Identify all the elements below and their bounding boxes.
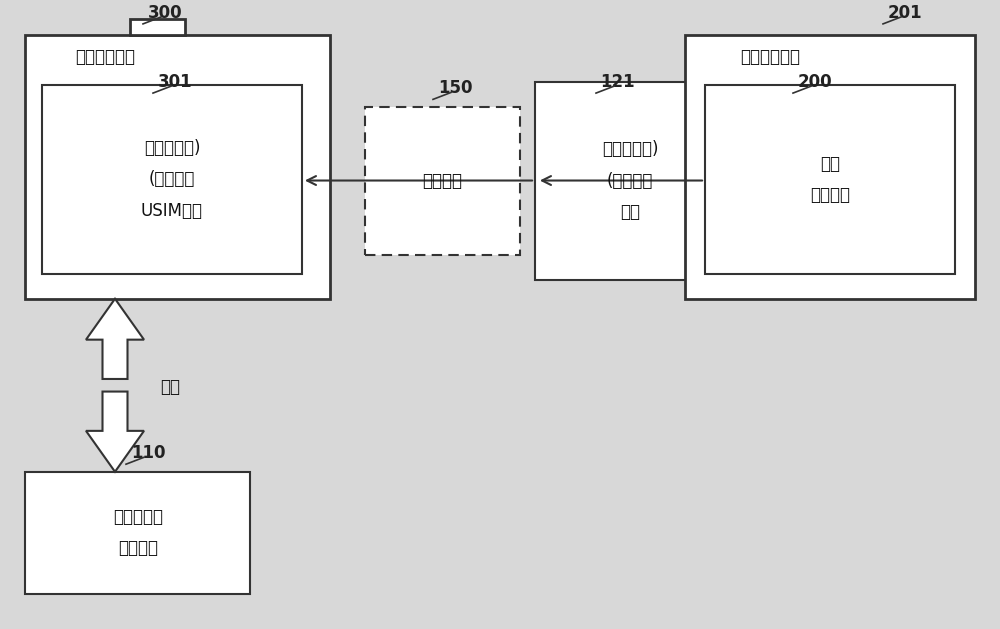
Text: (第一通信: (第一通信: [607, 172, 653, 189]
Text: 300: 300: [148, 4, 182, 22]
Text: USIM信息: USIM信息: [141, 202, 203, 220]
Text: 无线终端装置: 无线终端装置: [75, 48, 135, 65]
Polygon shape: [86, 391, 144, 472]
Text: 服务提供公司: 服务提供公司: [740, 48, 800, 65]
Text: 合同: 合同: [160, 378, 180, 396]
Text: 服务提供商: 服务提供商: [113, 508, 163, 526]
Bar: [25, 35, 330, 299]
Bar: [705, 85, 955, 274]
Text: 200: 200: [798, 73, 832, 91]
Text: 110: 110: [131, 444, 165, 462]
Text: 121: 121: [601, 73, 635, 91]
Bar: [42, 85, 302, 274]
Text: 服务提供商): 服务提供商): [144, 139, 200, 157]
Text: 基站: 基站: [620, 203, 640, 221]
Text: 150: 150: [438, 79, 472, 97]
Bar: [685, 35, 975, 299]
Bar: [535, 82, 725, 280]
Text: 信息处理: 信息处理: [810, 186, 850, 204]
Text: 第一内容: 第一内容: [422, 172, 462, 189]
Bar: [25, 472, 250, 594]
Text: 201: 201: [888, 4, 922, 22]
Polygon shape: [86, 299, 144, 379]
Bar: [365, 107, 520, 255]
Text: 第一通信: 第一通信: [118, 540, 158, 557]
Text: 服务提供商): 服务提供商): [602, 140, 658, 158]
Bar: [130, 19, 185, 35]
Text: 装置: 装置: [820, 155, 840, 172]
Text: (第一通信: (第一通信: [149, 170, 195, 188]
Text: 301: 301: [158, 73, 192, 91]
